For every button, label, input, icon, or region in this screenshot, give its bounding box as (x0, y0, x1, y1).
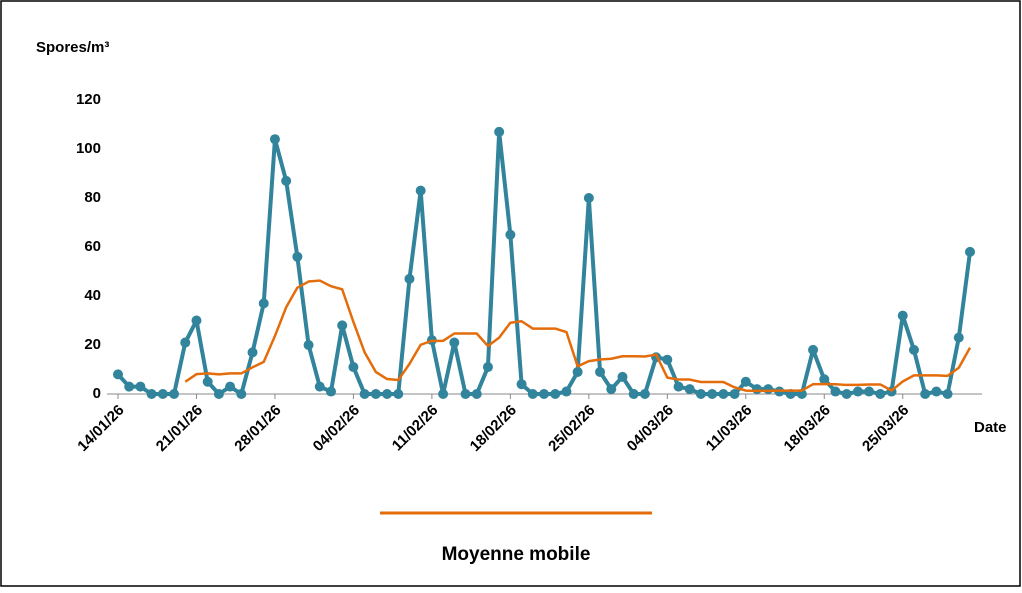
point (662, 354, 673, 365)
point (819, 374, 830, 385)
point (572, 366, 583, 377)
point (471, 389, 482, 399)
point (348, 362, 359, 373)
point (595, 366, 606, 377)
point (527, 389, 538, 399)
point (169, 389, 180, 399)
point (516, 379, 527, 390)
point (124, 381, 135, 392)
point (494, 126, 505, 137)
point (258, 298, 269, 309)
point (449, 337, 460, 348)
point (370, 389, 381, 399)
x-axis-title: Date (974, 419, 1007, 436)
point (202, 376, 213, 387)
point (718, 389, 729, 399)
point (460, 389, 471, 399)
point (180, 337, 191, 348)
point (225, 381, 236, 392)
point (707, 389, 718, 399)
point (135, 381, 146, 392)
point (505, 229, 516, 240)
point (908, 344, 919, 355)
point (561, 386, 572, 397)
point (606, 384, 617, 395)
point (550, 389, 561, 399)
point (191, 315, 202, 326)
y-tick-label: 80 (84, 189, 101, 206)
point (740, 376, 751, 387)
point (393, 389, 404, 399)
point (404, 273, 415, 284)
y-tick-label: 20 (84, 336, 101, 353)
point (628, 389, 639, 399)
point (931, 386, 942, 397)
point (639, 389, 650, 399)
point (157, 389, 168, 399)
point (438, 389, 449, 399)
series-line (184, 279, 972, 393)
y-tick-label: 0 (93, 385, 101, 402)
point (830, 386, 841, 397)
point (303, 340, 314, 350)
point (382, 389, 393, 399)
point (337, 320, 348, 331)
point (841, 389, 852, 399)
y-tick-label: 120 (76, 91, 101, 108)
point (617, 371, 628, 382)
point (897, 310, 908, 321)
point (729, 389, 740, 399)
point (965, 246, 975, 257)
point (236, 389, 247, 399)
point (292, 251, 303, 262)
point (247, 347, 258, 358)
point (482, 362, 493, 373)
point (314, 381, 325, 392)
point (415, 185, 426, 196)
point (146, 389, 157, 399)
point (852, 386, 863, 397)
point (113, 369, 123, 380)
point (752, 384, 762, 395)
point (695, 389, 706, 399)
point (281, 175, 292, 186)
point (269, 134, 280, 145)
legend-label: Moyenne mobile (442, 544, 591, 565)
point (673, 381, 684, 392)
point (942, 389, 953, 399)
point (953, 332, 964, 343)
point (684, 384, 695, 395)
point (213, 389, 224, 399)
point (808, 344, 819, 355)
y-tick-label: 100 (76, 140, 101, 157)
point (539, 389, 549, 399)
point (359, 389, 370, 399)
y-axis-title: Spores/m³ (36, 39, 109, 56)
point (864, 386, 875, 397)
y-tick-label: 60 (84, 238, 101, 255)
point (326, 386, 336, 397)
point (763, 384, 774, 395)
point (875, 389, 886, 399)
y-tick-label: 40 (84, 287, 101, 304)
point (920, 389, 931, 399)
point (583, 193, 594, 203)
